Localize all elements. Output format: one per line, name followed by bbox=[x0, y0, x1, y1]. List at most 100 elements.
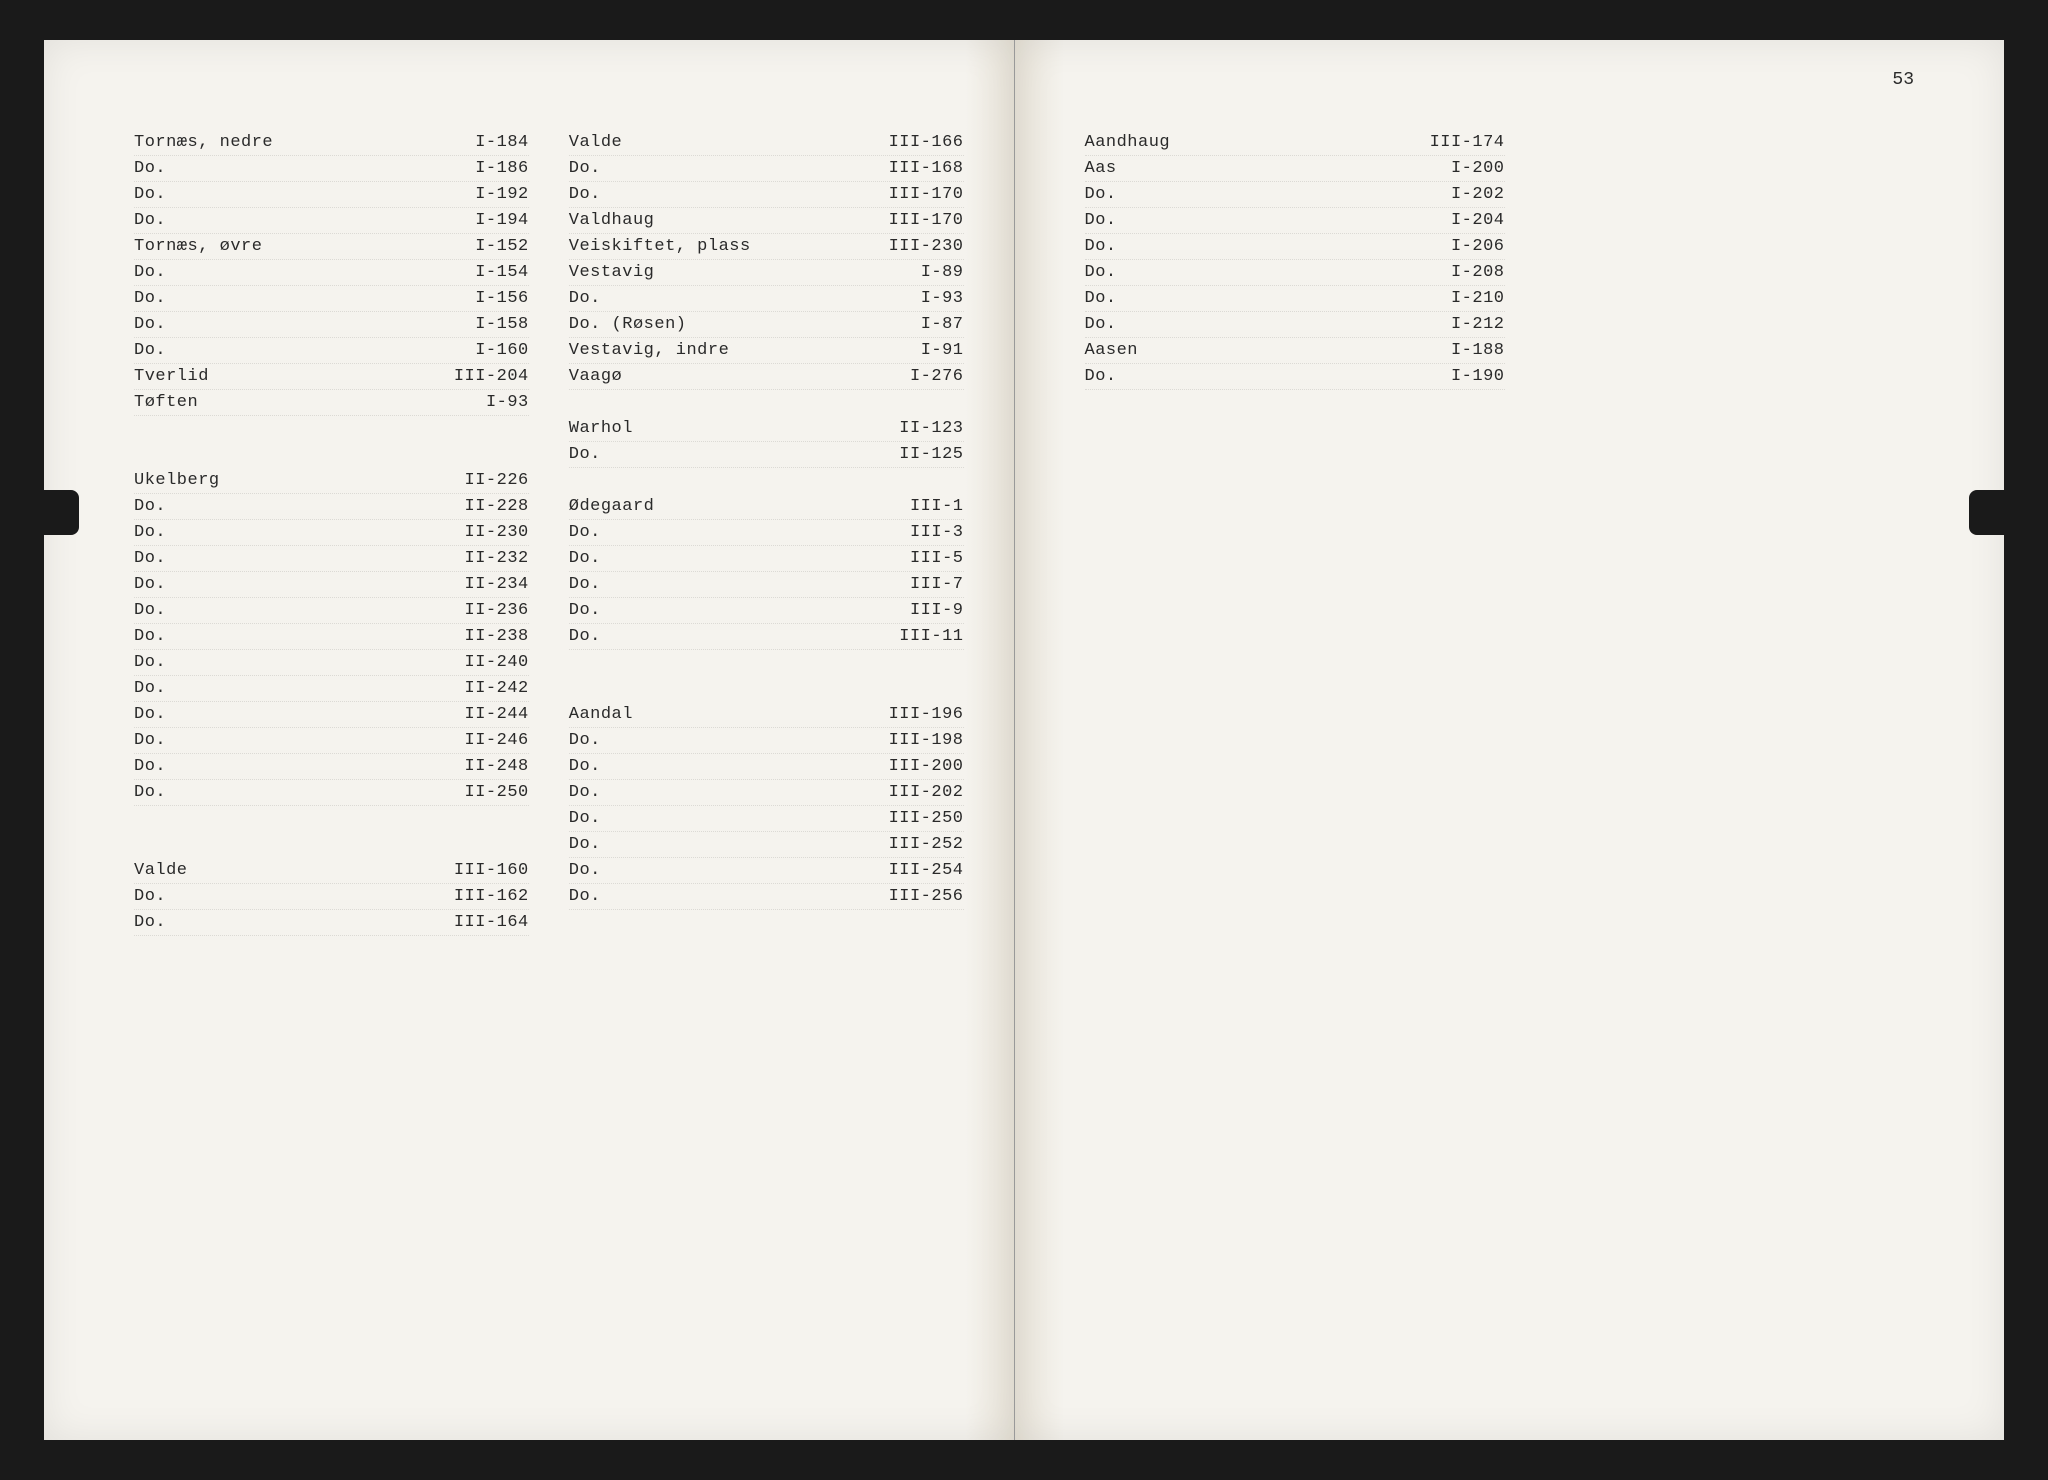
index-entry: Do.I-186 bbox=[134, 156, 529, 182]
index-entry: WarholII-123 bbox=[569, 416, 964, 442]
index-entry: Do.III-198 bbox=[569, 728, 964, 754]
index-entry: Do. III-9 bbox=[569, 598, 964, 624]
left-columns: Tornæs, nedreI-184Do.I-186Do.I-192Do.I-1… bbox=[134, 130, 964, 936]
entry-reference: I-154 bbox=[455, 263, 529, 282]
entry-reference: II-232 bbox=[445, 549, 529, 568]
index-entry: AandhaugIII-174 bbox=[1085, 130, 1505, 156]
entry-reference: I-208 bbox=[1431, 263, 1505, 282]
entry-name: Do. bbox=[134, 315, 166, 334]
index-entry: Do. II-244 bbox=[134, 702, 529, 728]
entry-reference: III-160 bbox=[434, 861, 529, 880]
entry-reference: III-5 bbox=[890, 549, 964, 568]
entry-name: Do. bbox=[134, 601, 166, 620]
entry-name: Do. bbox=[569, 757, 601, 776]
entry-reference: II-228 bbox=[445, 497, 529, 516]
index-entry: Do.II-250 bbox=[134, 780, 529, 806]
index-entry: Do. III-7 bbox=[569, 572, 964, 598]
index-entry: Do. III-5 bbox=[569, 546, 964, 572]
entry-reference: I-91 bbox=[901, 341, 964, 360]
entry-name: Do. bbox=[134, 887, 166, 906]
entry-reference: II-240 bbox=[445, 653, 529, 672]
entry-name: Tverlid bbox=[134, 367, 209, 386]
index-entry: ValdeIII-166 bbox=[569, 130, 964, 156]
entry-name: Veiskiftet, plass bbox=[569, 237, 751, 256]
entry-name: Do. bbox=[134, 627, 166, 646]
index-entry: Do.I-204 bbox=[1085, 208, 1505, 234]
entry-name: Do. bbox=[134, 263, 166, 282]
entry-reference: I-276 bbox=[890, 367, 964, 386]
entry-reference: III-164 bbox=[434, 913, 529, 932]
entry-reference: I-160 bbox=[455, 341, 529, 360]
entry-name: Do. bbox=[134, 549, 166, 568]
entry-reference: II-244 bbox=[445, 705, 529, 724]
index-entry: Do.II-234 bbox=[134, 572, 529, 598]
entry-name: Do. bbox=[569, 445, 601, 464]
index-entry: Do.II-228 bbox=[134, 494, 529, 520]
entry-name: Do. bbox=[134, 783, 166, 802]
empty-row bbox=[134, 416, 529, 442]
entry-reference: III-168 bbox=[869, 159, 964, 178]
left-column-1: Tornæs, nedreI-184Do.I-186Do.I-192Do.I-1… bbox=[134, 130, 529, 936]
entry-reference: III-230 bbox=[869, 237, 964, 256]
entry-reference: III-162 bbox=[434, 887, 529, 906]
entry-reference: III-9 bbox=[890, 601, 964, 620]
entry-reference: III-7 bbox=[890, 575, 964, 594]
entry-reference: II-125 bbox=[879, 445, 963, 464]
entry-name: Do. bbox=[1085, 289, 1117, 308]
entry-name: Do. bbox=[569, 185, 601, 204]
entry-name: Do. bbox=[569, 601, 601, 620]
entry-name: Do. bbox=[134, 575, 166, 594]
entry-name: Tornæs, øvre bbox=[134, 237, 262, 256]
entry-reference: III-204 bbox=[434, 367, 529, 386]
entry-reference: I-184 bbox=[455, 133, 529, 152]
entry-reference: III-256 bbox=[869, 887, 964, 906]
entry-name: Ukelberg bbox=[134, 471, 220, 490]
entry-name: Do. bbox=[569, 731, 601, 750]
entry-reference: II-246 bbox=[445, 731, 529, 750]
entry-name: Do. bbox=[134, 653, 166, 672]
index-entry: Do.I-206 bbox=[1085, 234, 1505, 260]
entry-name: Do. bbox=[569, 835, 601, 854]
entry-name: Valdhaug bbox=[569, 211, 655, 230]
index-entry: Do.III-3 bbox=[569, 520, 964, 546]
entry-reference: I-188 bbox=[1431, 341, 1505, 360]
index-entry: Do.II-248 bbox=[134, 754, 529, 780]
entry-reference: I-93 bbox=[466, 393, 529, 412]
left-column-2: ValdeIII-166 Do. III-168 Do.III-170 Valdhaug… bbox=[569, 130, 964, 936]
index-entry: AandalIII-196 bbox=[569, 702, 964, 728]
entry-name: Do. bbox=[134, 705, 166, 724]
entry-name: Vestavig, indre bbox=[569, 341, 730, 360]
empty-row bbox=[569, 676, 964, 702]
entry-name: Do. bbox=[134, 913, 166, 932]
entry-reference: III-3 bbox=[890, 523, 964, 542]
index-entry: Do.I-156 bbox=[134, 286, 529, 312]
entry-name: Aas bbox=[1085, 159, 1117, 178]
entry-reference: II-230 bbox=[445, 523, 529, 542]
entry-name: Do. bbox=[569, 575, 601, 594]
entry-name: Aandhaug bbox=[1085, 133, 1171, 152]
entry-name: Do. bbox=[569, 289, 601, 308]
entry-name: Aandal bbox=[569, 705, 633, 724]
index-entry: Vestavig, indre I-91 bbox=[569, 338, 964, 364]
entry-name: Aasen bbox=[1085, 341, 1139, 360]
entry-name: Do. bbox=[569, 861, 601, 880]
entry-name: Do. bbox=[569, 887, 601, 906]
index-entry: Tornæs, nedreI-184 bbox=[134, 130, 529, 156]
entry-name: Do. bbox=[134, 211, 166, 230]
entry-reference: II-236 bbox=[445, 601, 529, 620]
index-entry: Do.I-192 bbox=[134, 182, 529, 208]
entry-reference: I-156 bbox=[455, 289, 529, 308]
entry-reference: I-192 bbox=[455, 185, 529, 204]
binder-clip-right bbox=[1969, 490, 2039, 535]
index-entry: Do. (Røsen)I-87 bbox=[569, 312, 964, 338]
entry-name: Do. bbox=[569, 627, 601, 646]
index-entry: Do.III-202 bbox=[569, 780, 964, 806]
index-entry: Do. II-240 bbox=[134, 650, 529, 676]
entry-reference: II-248 bbox=[445, 757, 529, 776]
entry-name: Do. bbox=[569, 549, 601, 568]
index-entry: TøftenI-93 bbox=[134, 390, 529, 416]
index-entry: Do. I-154 bbox=[134, 260, 529, 286]
index-entry: Do.III-170 bbox=[569, 182, 964, 208]
index-entry: Do.I-158 bbox=[134, 312, 529, 338]
empty-row bbox=[134, 442, 529, 468]
